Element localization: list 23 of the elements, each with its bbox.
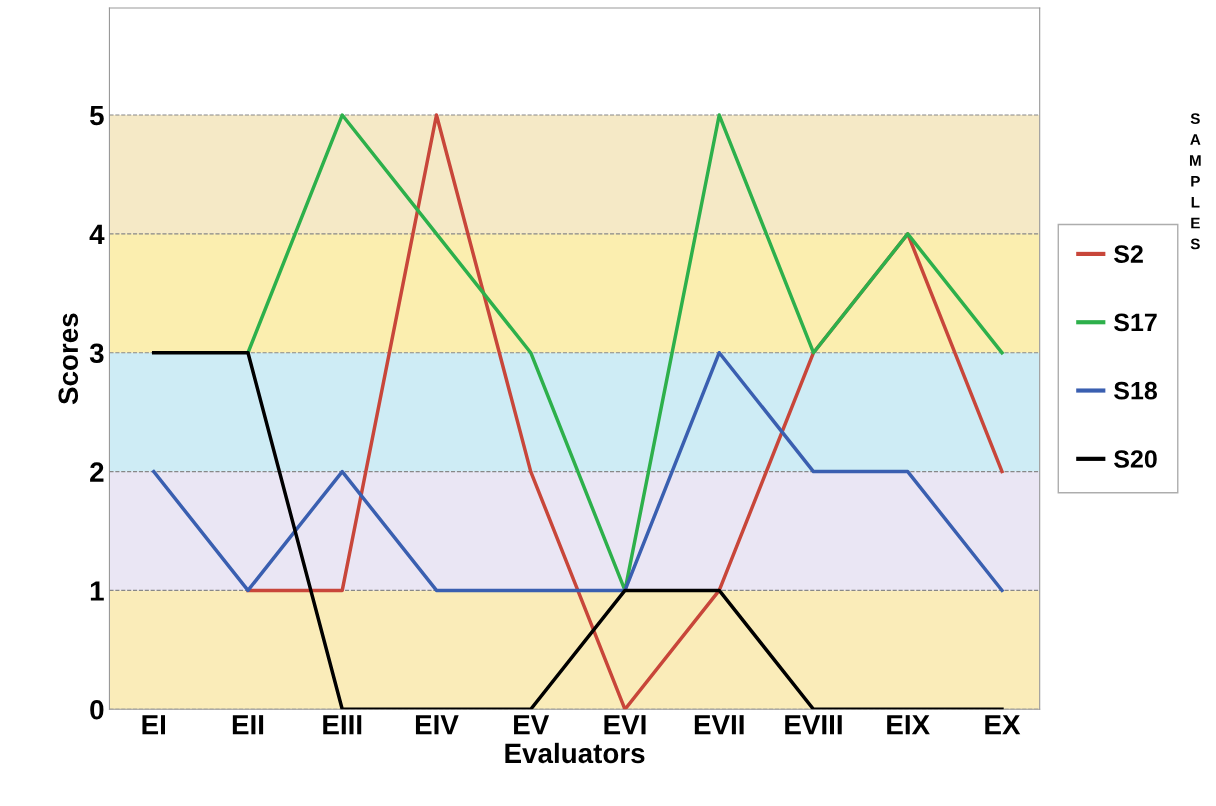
x-tick-label: EVI bbox=[604, 715, 646, 735]
legend-label: S20 bbox=[1114, 450, 1157, 468]
x-tick-label: EX bbox=[985, 715, 1021, 735]
y-tick-label: 4 bbox=[89, 224, 105, 244]
legend-title: SAMPLES bbox=[1189, 113, 1201, 250]
x-tick-label: EIX bbox=[887, 715, 930, 735]
x-tick-label: EVII bbox=[694, 715, 744, 735]
y-tick-label: 1 bbox=[90, 581, 104, 601]
x-tick-label: EIII bbox=[323, 715, 362, 735]
legend-label: S18 bbox=[1114, 381, 1157, 400]
x-tick-label: EII bbox=[232, 715, 264, 735]
legend-label: S17 bbox=[1114, 313, 1157, 332]
y-axis-title: Scores bbox=[58, 313, 79, 405]
x-tick-label: EVIII bbox=[785, 715, 842, 735]
x-axis-title: Evaluators bbox=[505, 742, 645, 764]
legend-label: S2 bbox=[1114, 245, 1143, 263]
y-tick-label: 2 bbox=[90, 462, 104, 482]
y-tick-label: 0 bbox=[90, 699, 104, 720]
y-tick-label: 5 bbox=[89, 105, 104, 126]
y-tick-label: 3 bbox=[89, 343, 104, 364]
x-tick-label: EIV bbox=[415, 715, 459, 735]
x-tick-label: EI bbox=[142, 715, 165, 735]
x-tick-label: EV bbox=[514, 715, 550, 735]
